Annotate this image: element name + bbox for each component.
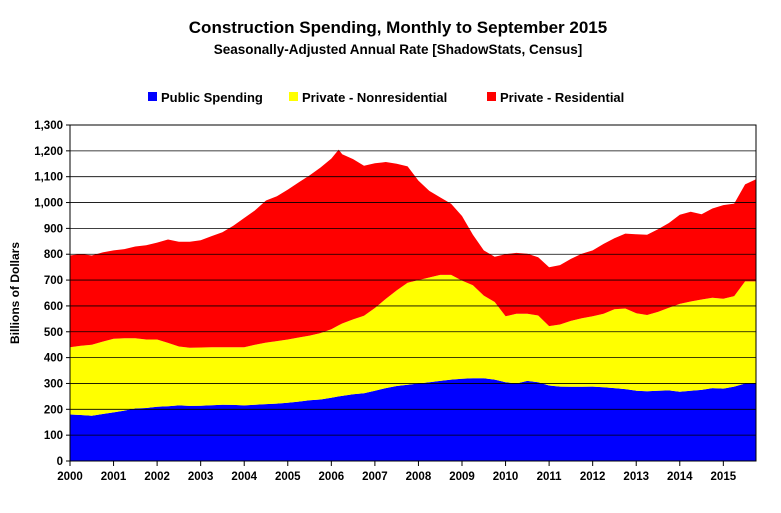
y-tick-label: 1,300 bbox=[34, 120, 63, 132]
gridlines bbox=[70, 150, 756, 436]
x-tick-label: 2010 bbox=[493, 471, 519, 483]
y-tick-label: 600 bbox=[44, 301, 63, 313]
legend-label: Public Spending bbox=[161, 90, 263, 105]
x-tick-label: 2012 bbox=[580, 471, 606, 483]
y-tick-label: 200 bbox=[44, 404, 63, 416]
x-tick-label: 2000 bbox=[57, 471, 83, 483]
y-tick-label: 0 bbox=[57, 456, 63, 468]
x-tick-label: 2001 bbox=[101, 471, 127, 483]
plot-border bbox=[69, 124, 757, 462]
x-axis: 2000 2001 2002 2003 2004 2005 2006 2007 2008 2009… bbox=[57, 461, 737, 483]
x-tick-label: 2014 bbox=[667, 471, 693, 483]
legend-swatch bbox=[289, 92, 298, 101]
y-tick-label: 800 bbox=[44, 249, 63, 261]
x-tick-label: 2004 bbox=[231, 471, 257, 483]
x-tick-label: 2008 bbox=[406, 471, 432, 483]
y-tick-label: 1,200 bbox=[34, 146, 63, 158]
x-tick-label: 2003 bbox=[188, 471, 214, 483]
x-tick-label: 2002 bbox=[144, 471, 170, 483]
legend-label: Private - Residential bbox=[500, 90, 624, 105]
x-tick-label: 2015 bbox=[711, 471, 737, 483]
legend: Public Spending Private - Nonresidential P… bbox=[148, 90, 624, 105]
x-tick-label: 2005 bbox=[275, 471, 301, 483]
x-tick-label: 2011 bbox=[537, 471, 563, 483]
x-tick-label: 2007 bbox=[362, 471, 388, 483]
legend-label: Private - Nonresidential bbox=[302, 90, 447, 105]
area-private-residential bbox=[70, 149, 756, 348]
y-tick-label: 1,100 bbox=[34, 172, 63, 184]
y-tick-label: 500 bbox=[44, 327, 63, 339]
area-series bbox=[70, 149, 756, 461]
y-tick-label: 400 bbox=[44, 353, 63, 365]
y-axis-label: Billions of Dollars bbox=[8, 242, 22, 344]
area-private-nonresidential bbox=[70, 274, 756, 416]
chart-subtitle: Seasonally-Adjusted Annual Rate [ShadowS… bbox=[214, 42, 583, 57]
area-public-spending bbox=[70, 378, 756, 461]
chart-title: Construction Spending, Monthly to Septem… bbox=[189, 18, 607, 37]
x-tick-label: 2009 bbox=[449, 471, 475, 483]
y-tick-label: 100 bbox=[44, 430, 63, 442]
y-tick-label: 900 bbox=[44, 223, 63, 235]
y-tick-label: 700 bbox=[44, 275, 63, 287]
legend-swatch bbox=[148, 92, 157, 101]
y-tick-label: 300 bbox=[44, 378, 63, 390]
x-tick-label: 2006 bbox=[319, 471, 345, 483]
legend-swatch bbox=[487, 92, 496, 101]
y-axis: 0 100 200 300 400 500 600 700 800 900 1,000 1,100 1,… bbox=[34, 120, 70, 468]
x-tick-label: 2013 bbox=[623, 471, 649, 483]
y-tick-label: 1,000 bbox=[34, 198, 63, 210]
